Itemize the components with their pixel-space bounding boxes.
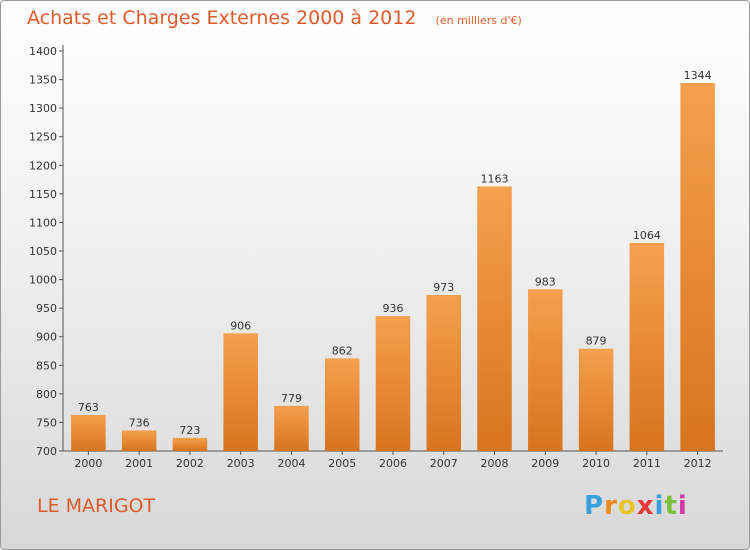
logo-letter: r [604, 491, 618, 521]
y-tick-label: 1300 [29, 102, 57, 115]
bar-2008 [477, 186, 512, 451]
y-tick-label: 1100 [29, 216, 57, 229]
y-tick-label: 850 [36, 359, 57, 372]
data-label-2000: 763 [78, 401, 99, 414]
bar-2001 [121, 430, 157, 451]
chart-title-row: Achats et Charges Externes 2000 à 2012 (… [27, 7, 522, 29]
logo-letter: i [677, 491, 688, 521]
x-tick-label: 2011 [633, 457, 661, 470]
data-label-2012: 1344 [684, 69, 712, 82]
x-tick-label: 2010 [582, 457, 610, 470]
y-tick-label: 1350 [29, 74, 57, 87]
proxiti-logo: Proxiti [584, 491, 688, 521]
bar-2002 [172, 437, 208, 451]
data-label-2006: 936 [383, 302, 404, 315]
bar-2009 [528, 289, 563, 451]
data-label-2004: 779 [281, 392, 302, 405]
x-tick-label: 2003 [227, 457, 255, 470]
y-tick-label: 1050 [29, 245, 57, 258]
bar-2005 [324, 358, 360, 451]
y-tick-label: 1250 [29, 131, 57, 144]
bar-2011 [629, 243, 665, 451]
data-label-2003: 906 [230, 319, 251, 332]
x-tick-label: 2005 [328, 457, 356, 470]
x-tick-label: 2009 [531, 457, 559, 470]
x-tick-label: 2007 [430, 457, 458, 470]
bar-2004 [274, 405, 309, 451]
logo-letter: x [636, 491, 655, 521]
data-label-2005: 862 [332, 344, 353, 357]
data-label-2011: 1064 [633, 229, 661, 242]
logo-letter: P [584, 491, 605, 521]
x-tick-label: 2000 [74, 457, 102, 470]
y-tick-label: 750 [36, 416, 57, 429]
logo-letter: o [617, 491, 637, 521]
data-label-2010: 879 [586, 335, 607, 348]
x-tick-label: 2002 [176, 457, 204, 470]
data-label-2008: 1163 [481, 172, 509, 185]
bar-2003 [223, 333, 258, 451]
data-label-2002: 723 [179, 424, 200, 437]
data-label-2007: 973 [433, 281, 454, 294]
x-tick-label: 2004 [277, 457, 305, 470]
y-tick-label: 700 [36, 445, 57, 458]
x-tick-label: 2008 [481, 457, 509, 470]
y-tick-label: 1150 [29, 188, 57, 201]
x-tick-label: 2012 [684, 457, 712, 470]
y-tick-label: 900 [36, 331, 57, 344]
bar-2012 [680, 83, 715, 451]
y-tick-label: 950 [36, 302, 57, 315]
bar-2000 [71, 415, 106, 451]
y-tick-label: 800 [36, 388, 57, 401]
commune-name: LE MARIGOT [37, 495, 156, 517]
y-tick-label: 1400 [29, 45, 57, 58]
bar-2006 [375, 316, 411, 451]
logo-letter: t [664, 491, 678, 521]
y-tick-label: 1000 [29, 274, 57, 287]
bar-2010 [578, 348, 614, 451]
y-tick-label: 1200 [29, 159, 57, 172]
chart-title: Achats et Charges Externes 2000 à 2012 [27, 7, 417, 29]
data-label-2001: 736 [129, 416, 150, 429]
bar-2007 [426, 295, 462, 451]
chart-subtitle: (en milliers d'€) [435, 14, 522, 27]
data-label-2009: 983 [535, 275, 556, 288]
x-tick-label: 2001 [125, 457, 153, 470]
x-tick-label: 2006 [379, 457, 407, 470]
logo-letter: i [654, 491, 665, 521]
